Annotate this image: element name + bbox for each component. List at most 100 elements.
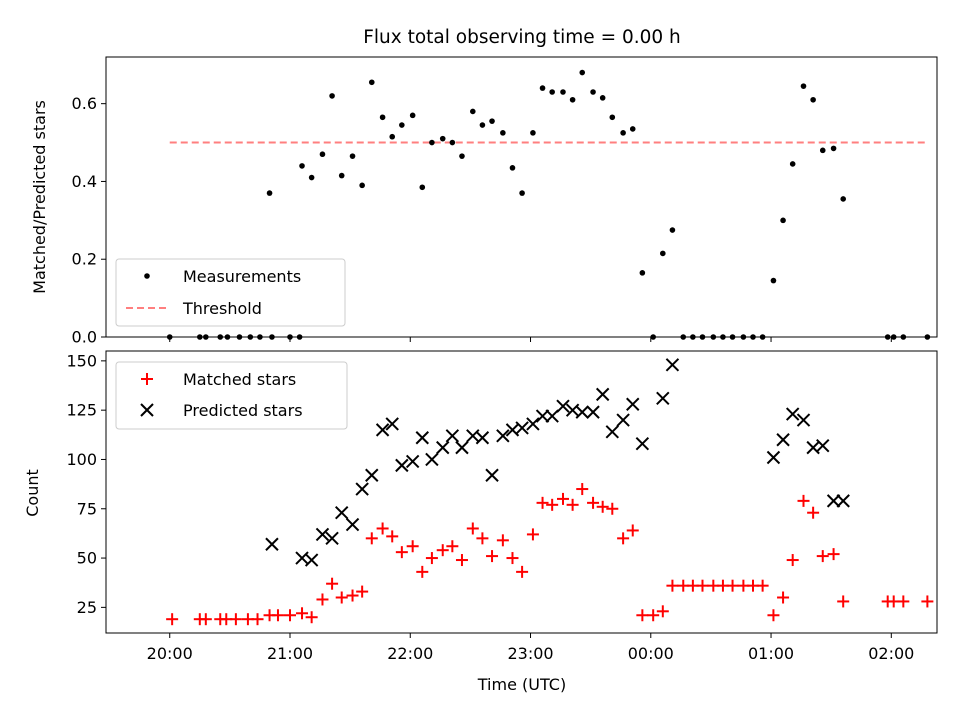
measurement-point [690, 334, 696, 340]
predicted-star-point [556, 399, 570, 413]
measurement-point [569, 96, 576, 103]
measurement-point [780, 217, 786, 224]
bottom-y-tick-label: 100 [66, 450, 97, 469]
matched-star-point [386, 530, 399, 543]
measurement-point [650, 334, 656, 340]
matched-star-point [476, 532, 489, 545]
measurement-point [770, 277, 777, 284]
measurement-point [479, 122, 486, 128]
matched-star-point [606, 502, 619, 515]
measurement-point [429, 139, 435, 146]
predicted-star-point [515, 421, 529, 435]
matched-star-point [229, 613, 242, 626]
matched-star-point [617, 532, 630, 545]
top-marks [166, 69, 931, 340]
predicted-star-point [265, 537, 279, 551]
top-legend-box [115, 258, 346, 327]
predicted-star-point [485, 468, 499, 482]
measurement-point [800, 83, 807, 89]
matched-star-point [516, 565, 529, 578]
bottom-y-tick-label: 25 [77, 598, 97, 617]
predicted-star-point [365, 468, 379, 482]
measurement-point [224, 334, 231, 340]
matched-star-point [251, 613, 264, 626]
bottom-y-tick-label: 50 [77, 549, 97, 568]
measurement-point [338, 172, 345, 179]
predicted-star-point [395, 458, 409, 473]
measurement-point [217, 334, 224, 340]
predicted-star-point [335, 505, 349, 520]
matched-star-point [316, 593, 329, 606]
measurement-point [236, 334, 243, 340]
predicted-star-point [575, 405, 589, 419]
predicted-star-point [656, 391, 670, 406]
bottom-y-tick-label: 75 [77, 499, 97, 518]
legend-measurements-label: Measurements [183, 267, 301, 286]
matched-star-point [596, 500, 609, 513]
matched-star-point [666, 579, 679, 592]
matched-star-point [526, 528, 539, 541]
matched-star-point [767, 609, 780, 622]
matched-star-point [726, 579, 739, 592]
measurement-point [750, 334, 756, 340]
top-y-tick-label: 0.6 [72, 94, 97, 113]
predicted-star-point [826, 494, 841, 508]
measurement-point [890, 334, 897, 340]
measurement-point [299, 163, 305, 169]
matched-star-point [199, 613, 212, 626]
measurement-point [639, 270, 646, 276]
matched-star-point [556, 492, 569, 505]
matched-star-point [756, 579, 769, 592]
bottom-y-tick-label: 150 [66, 351, 97, 370]
top-y-tick-label: 0.2 [72, 250, 97, 269]
matched-star-point [486, 550, 499, 563]
predicted-star-point [496, 429, 510, 443]
legend-measurements-marker [144, 273, 150, 279]
measurement-point [257, 334, 263, 340]
measurement-point [840, 196, 846, 202]
measurement-point [789, 161, 796, 167]
matched-star-point [395, 546, 408, 559]
legend-predicted-marker [140, 403, 154, 417]
measurement-point [590, 89, 596, 95]
measurement-point [319, 151, 326, 158]
predicted-star-point [425, 452, 439, 467]
predicted-star-point [355, 482, 369, 496]
predicted-star-point [816, 438, 830, 453]
measurement-point [296, 334, 303, 340]
predicted-star-point [836, 494, 850, 508]
chart-title: Flux total observing time = 0.00 h [363, 27, 681, 48]
matched-star-point [636, 609, 649, 622]
legend-matched-label: Matched stars [183, 370, 296, 389]
measurement-point [519, 190, 525, 196]
matched-star-point [305, 611, 318, 624]
measurement-point [810, 96, 816, 103]
top-y-tick-label: 0.0 [72, 328, 97, 347]
matched-star-point [406, 540, 419, 553]
measurement-point [389, 133, 396, 140]
top-y-axis-label: Matched/Predicted stars [30, 100, 49, 294]
predicted-star-point [665, 358, 680, 372]
measurement-point [549, 89, 555, 95]
matched-star-point [365, 532, 378, 545]
matched-star-point [455, 554, 468, 567]
x-axis-label: Time (UTC) [477, 675, 566, 694]
measurement-point [620, 130, 626, 136]
x-tick-label: 20:00 [147, 644, 193, 663]
matched-star-point [283, 609, 296, 622]
x-tick-label: 02:00 [868, 644, 914, 663]
matched-star-point [566, 498, 579, 511]
measurement-point [399, 122, 405, 128]
matched-star-point [626, 524, 639, 537]
matched-star-point [296, 607, 309, 620]
predicted-star-point [766, 450, 781, 465]
measurement-point [379, 114, 386, 121]
predicted-star-point [776, 433, 790, 447]
measurement-point [266, 190, 273, 196]
matched-star-point [416, 565, 429, 578]
measurement-point [489, 118, 495, 124]
measurement-point [680, 334, 687, 340]
measurement-point [197, 334, 203, 340]
top-panel: 0.0 0.2 0.4 0.6 Matched/Predicted stars Mea… [30, 56, 938, 347]
x-tick-label: 21:00 [267, 644, 313, 663]
